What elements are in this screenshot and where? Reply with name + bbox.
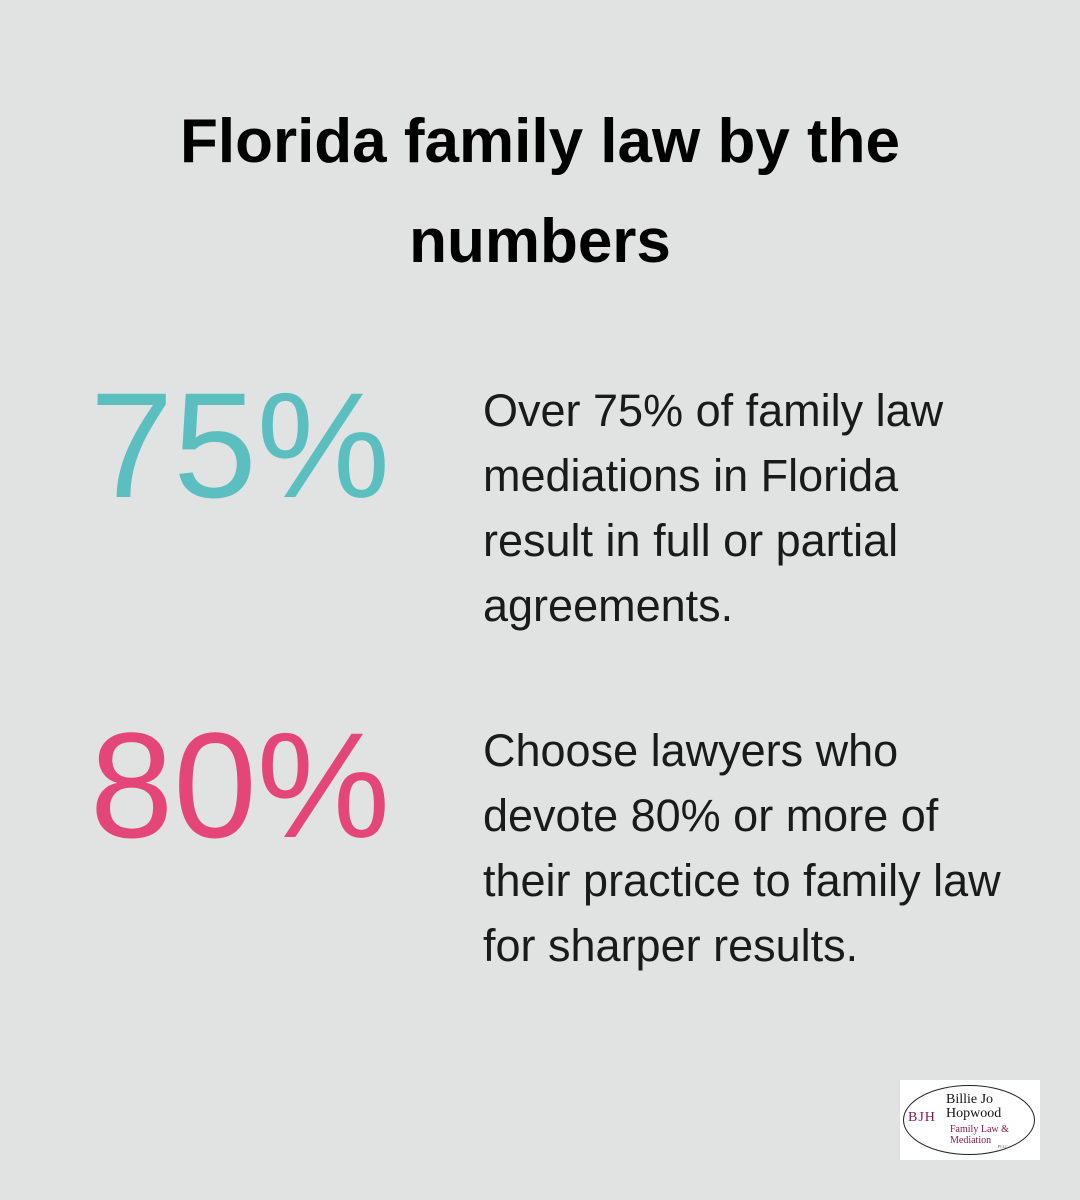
logo-oval: [903, 1085, 1035, 1155]
logo-tagline: Mediation: [950, 1135, 992, 1146]
stat-value: 80%: [89, 701, 391, 869]
stat-description: Choose lawyers who devote 80% or more of…: [483, 725, 1001, 971]
logo: BJH Billie Jo Hopwood Family Law & Media…: [900, 1080, 1040, 1160]
logo-name: Hopwood: [946, 1106, 1002, 1121]
title: Florida family law by the numbers: [179, 107, 901, 276]
logo-suffix: PLLC: [998, 1144, 1008, 1149]
stat-description: Over 75% of family law mediations in Flo…: [483, 385, 944, 631]
stat-value: 75%: [89, 361, 391, 529]
logo-tagline: Family Law &: [950, 1124, 1009, 1135]
logo-initials: BJH: [908, 1110, 936, 1125]
logo-name: Billie Jo: [946, 1092, 994, 1107]
